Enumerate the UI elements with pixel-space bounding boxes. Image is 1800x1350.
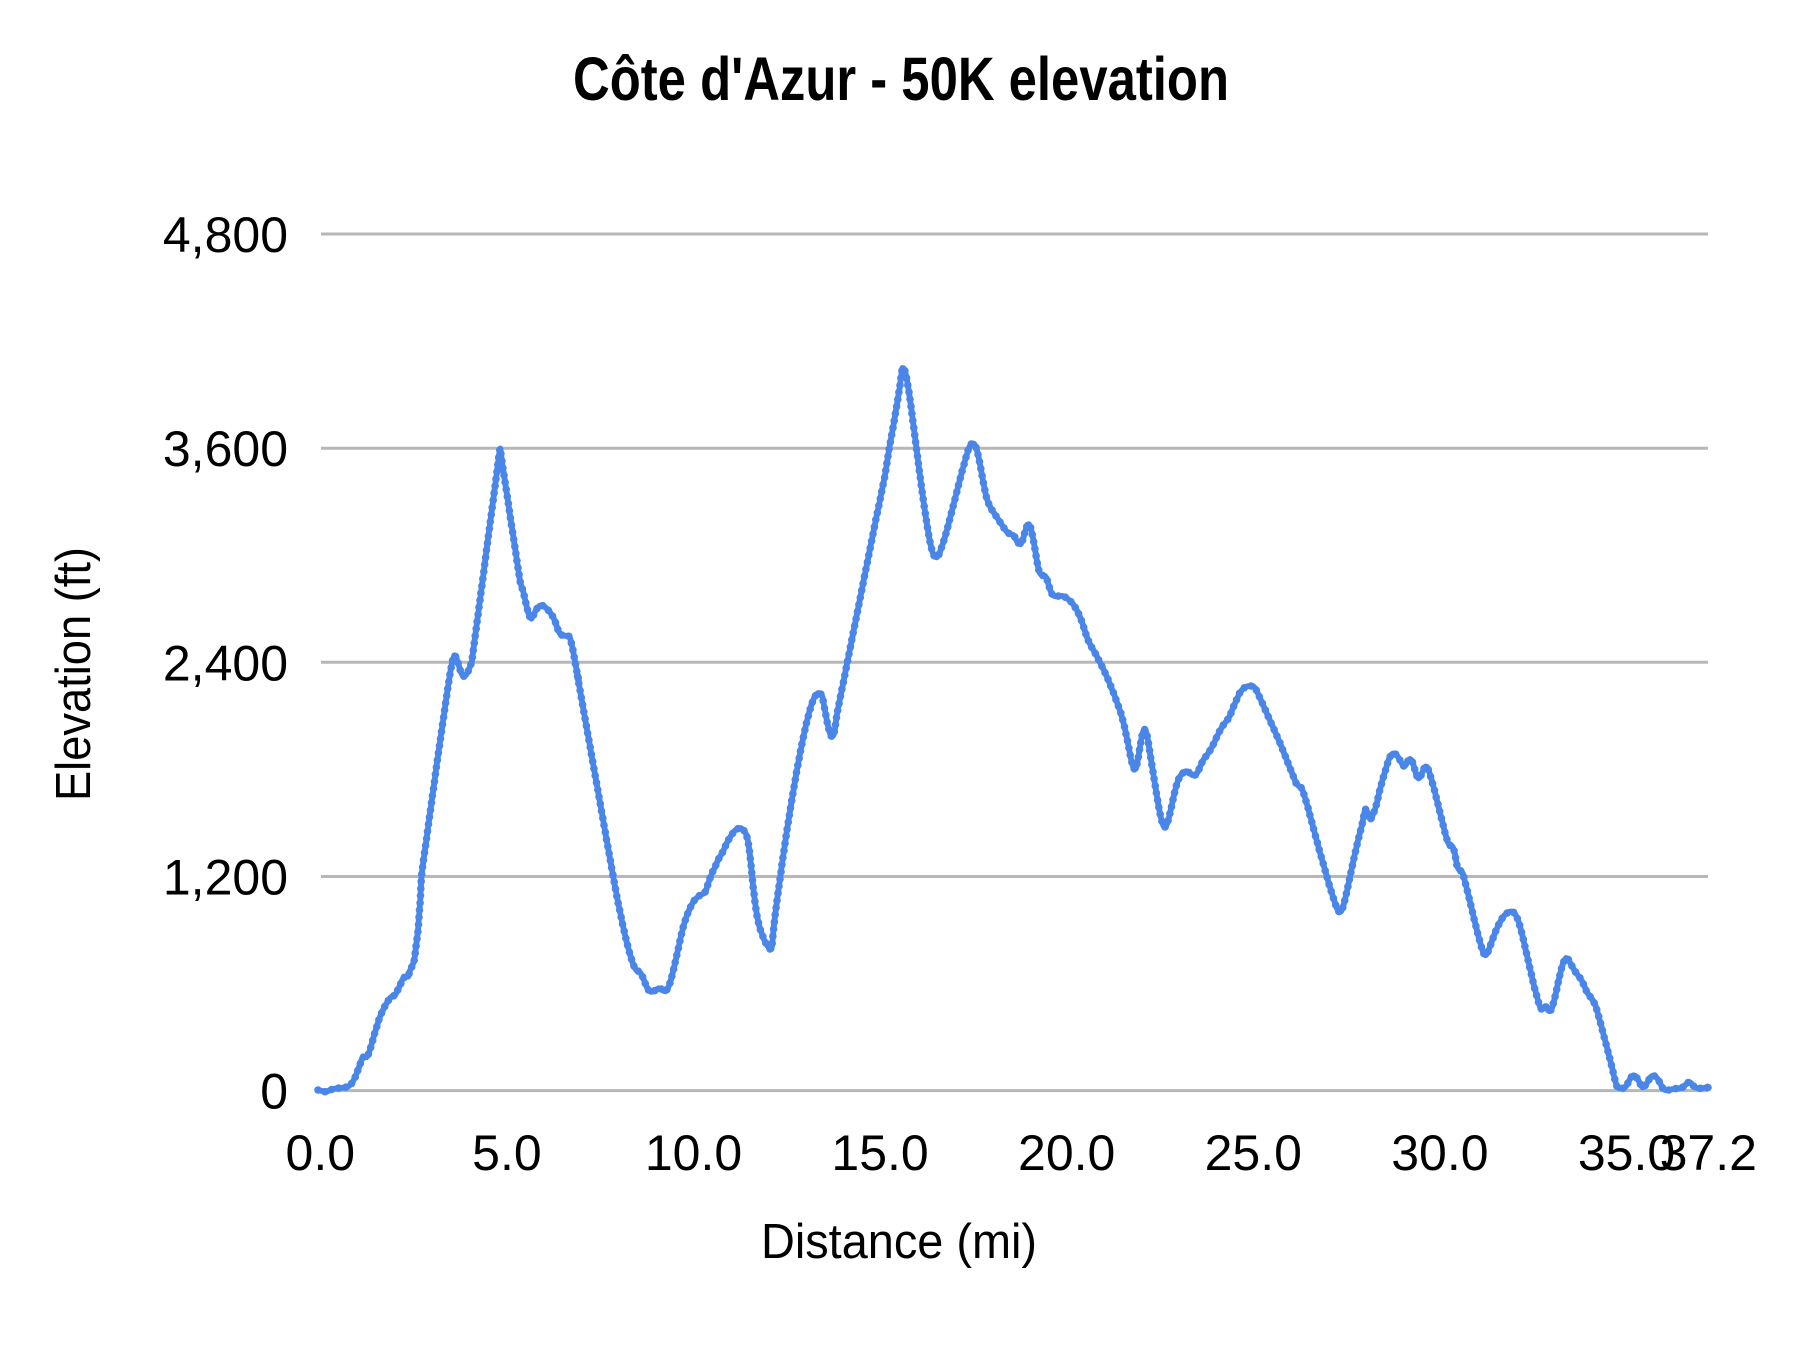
svg-text:25.0: 25.0 [1205, 1125, 1302, 1181]
svg-text:3,600: 3,600 [163, 421, 288, 477]
svg-text:10.0: 10.0 [645, 1125, 742, 1181]
svg-text:2,400: 2,400 [163, 635, 288, 691]
svg-text:4,800: 4,800 [163, 207, 288, 263]
svg-text:Elevation (ft): Elevation (ft) [47, 547, 101, 801]
svg-text:Côte d'Azur - 50K elevation: Côte d'Azur - 50K elevation [573, 45, 1229, 113]
svg-text:1,200: 1,200 [163, 850, 288, 906]
svg-text:5.0: 5.0 [472, 1125, 542, 1181]
svg-text:35.0: 35.0 [1578, 1125, 1675, 1181]
svg-text:37.2: 37.2 [1660, 1125, 1757, 1181]
svg-text:Distance (mi): Distance (mi) [761, 1215, 1037, 1269]
svg-text:0.0: 0.0 [286, 1125, 356, 1181]
svg-text:30.0: 30.0 [1391, 1125, 1488, 1181]
svg-text:0: 0 [260, 1064, 288, 1120]
svg-text:20.0: 20.0 [1018, 1125, 1115, 1181]
svg-text:15.0: 15.0 [831, 1125, 928, 1181]
